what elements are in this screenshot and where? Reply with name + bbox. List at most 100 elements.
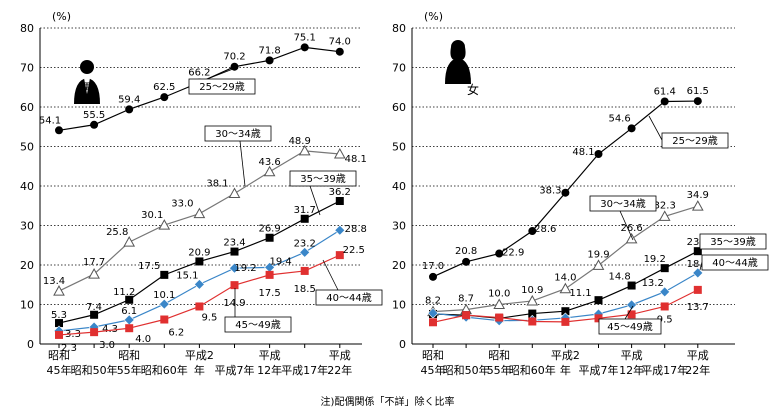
figure-head-icon (80, 60, 94, 74)
data-point-marker (125, 324, 134, 333)
data-point-marker (160, 93, 169, 102)
data-point-marker (300, 266, 309, 275)
data-label: 8.2 (425, 296, 441, 307)
y-tick-label: 20 (20, 259, 34, 272)
figure-hair-icon (450, 47, 466, 60)
y-tick-label: 50 (392, 141, 406, 154)
data-point-marker (195, 302, 204, 311)
callout-box (699, 233, 767, 250)
data-label: 36.2 (329, 187, 351, 198)
data-label: 11.2 (113, 287, 135, 298)
x-tick-label-line2: 55年 (117, 363, 142, 377)
series-2: 5.3 7.4 11.2 17.5 20.9 23.4 26.9 31.7 36.2 (51, 187, 351, 328)
callout-label: 35～39歳 (300, 173, 345, 185)
data-label: 19.4 (269, 256, 291, 267)
data-point-marker (298, 144, 311, 156)
data-point-marker (495, 249, 504, 258)
legend-callout: 35～39歳 (289, 170, 357, 216)
data-point-marker (265, 233, 274, 242)
data-label: 17.7 (83, 257, 105, 268)
data-label: 55.5 (83, 110, 105, 121)
data-label: 13.2 (642, 278, 664, 289)
data-point-marker (692, 267, 704, 279)
data-point-marker (561, 188, 570, 197)
data-point-marker (193, 278, 205, 290)
data-point-marker (265, 56, 274, 65)
data-point-marker (627, 124, 636, 133)
y-tick-label: 40 (20, 180, 34, 193)
callout-box (701, 254, 769, 271)
data-point-marker (263, 165, 276, 177)
data-point-marker (693, 97, 702, 106)
x-tick-label-line1: 平成 (687, 349, 709, 362)
data-label: 32.3 (654, 200, 676, 211)
data-label: 71.8 (258, 45, 280, 56)
data-label: 18.5 (294, 284, 316, 295)
data-point-marker (300, 214, 309, 223)
data-point-marker (627, 310, 636, 319)
data-point-marker (561, 307, 570, 316)
data-point-marker (125, 105, 134, 114)
x-tick-label-line2: 22年 (685, 363, 710, 377)
y-tick-label: 60 (20, 101, 34, 114)
data-label: 43.6 (258, 157, 280, 168)
data-label: 23.2 (294, 238, 316, 249)
data-label: 6.2 (168, 328, 184, 339)
data-point-marker (230, 247, 239, 256)
series-0: 17.0 20.8 22.9 28.6 38.3 48.1 54.6 61.4 61.5 (422, 86, 709, 281)
data-point-marker (230, 62, 239, 71)
data-point-marker (125, 295, 134, 304)
data-label: 62.5 (153, 82, 175, 93)
data-point-marker (660, 97, 669, 106)
x-tick-label-line2: 平成7年 (579, 363, 619, 377)
data-point-marker (493, 298, 506, 309)
data-label: 66.2 (188, 68, 210, 79)
data-point-marker (660, 302, 669, 311)
data-point-marker (160, 315, 169, 324)
data-label: 54.6 (608, 113, 630, 124)
data-point-marker (592, 259, 605, 270)
data-label: 33.0 (171, 199, 193, 210)
data-label: 19.2 (234, 263, 256, 274)
legend-callout: 45～49歳 (224, 288, 292, 333)
data-point-marker (55, 330, 63, 339)
x-tick-label-line2: 45年 (47, 363, 72, 377)
y-tick-label: 50 (20, 141, 34, 154)
data-point-marker (625, 232, 638, 244)
data-point-marker (594, 150, 603, 159)
data-point-marker (659, 286, 671, 298)
callout-label: 35～39歳 (710, 236, 755, 248)
data-label: 13.7 (687, 302, 709, 313)
callout-label: 25～29歳 (672, 135, 717, 147)
series-1: 13.4 17.7 25.8 30.1 33.0 38.1 43.6 48.9 48.1 (43, 136, 367, 296)
data-point-marker (429, 272, 437, 281)
x-tick-label-line2: 12年 (257, 363, 282, 377)
data-point-marker (660, 264, 669, 273)
data-point-marker (334, 224, 346, 236)
data-point-marker (693, 285, 702, 294)
data-label: 5.3 (51, 310, 67, 321)
callout-box (204, 125, 272, 142)
data-point-marker (528, 227, 537, 236)
data-label: 74.0 (329, 37, 351, 48)
callout-label: 40～44歳 (712, 257, 757, 269)
figure-tie-icon (84, 78, 90, 94)
x-tick-label-line2: 昭和60年 (141, 363, 188, 377)
data-point-marker (333, 147, 346, 159)
callout-label: 30～34歳 (215, 128, 260, 140)
data-label: 25.8 (106, 227, 128, 238)
data-label: 19.9 (587, 249, 609, 260)
y-tick-label: 0 (399, 338, 406, 351)
callout-pointer (309, 185, 321, 216)
data-label: 7.4 (86, 302, 102, 313)
data-point-marker (53, 285, 65, 296)
y-tick-label: 80 (392, 22, 406, 35)
legend-callout: 45～49歳 (598, 305, 662, 335)
x-tick-label-line2: 平成17年 (281, 363, 328, 377)
data-label: 10.9 (521, 285, 543, 296)
footnote: 注)配偶関係「不詳」除く比率 (320, 397, 455, 408)
data-label: 48.1 (345, 154, 367, 165)
data-point-marker (158, 219, 171, 230)
callout-box (661, 132, 729, 149)
